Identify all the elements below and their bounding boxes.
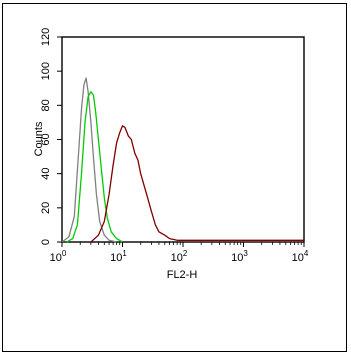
y-tick-label: 80 bbox=[40, 99, 52, 111]
y-tick-label: 0 bbox=[40, 239, 52, 245]
y-tick-label: 40 bbox=[40, 168, 52, 180]
x-tick-label: 104 bbox=[292, 249, 309, 264]
y-axis-title: Counts bbox=[33, 121, 45, 156]
series-line-1 bbox=[61, 77, 117, 243]
plot-area bbox=[61, 36, 305, 243]
x-tick-label: 103 bbox=[231, 249, 248, 264]
x-axis-ticks: 100 101 102 103 104 bbox=[50, 242, 309, 264]
series-layer bbox=[61, 77, 304, 243]
x-tick-label: 100 bbox=[50, 249, 67, 264]
x-axis-title: FL2-H bbox=[167, 269, 198, 281]
x-tick-label: 102 bbox=[171, 249, 188, 264]
y-axis-ticks: 0 20 40 60 80 100 120 bbox=[40, 28, 62, 245]
series-line-2 bbox=[66, 91, 123, 243]
series-line-3 bbox=[90, 125, 304, 243]
y-tick-label: 120 bbox=[40, 28, 52, 46]
y-tick-label: 60 bbox=[40, 133, 52, 145]
x-tick-label: 101 bbox=[110, 249, 127, 264]
y-tick-label: 20 bbox=[40, 202, 52, 214]
y-tick-label: 100 bbox=[40, 62, 52, 80]
